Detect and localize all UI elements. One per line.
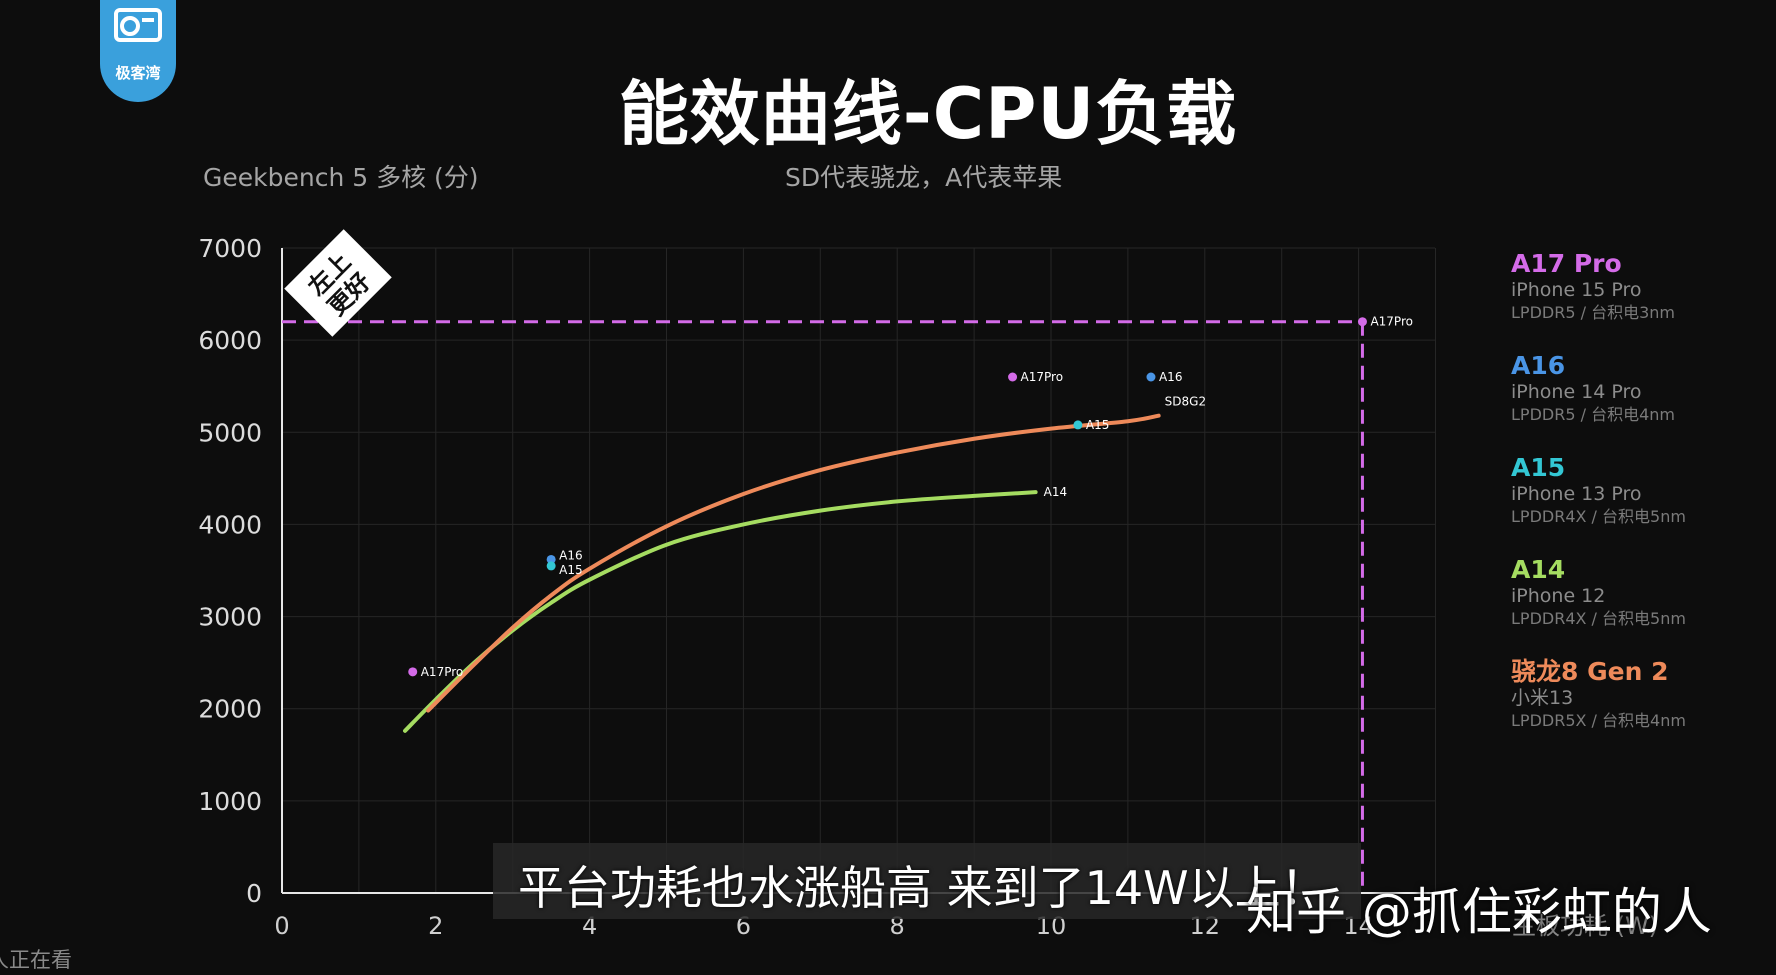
legend-item-name: 骁龙8 Gen 2 xyxy=(1511,657,1669,686)
legend-item: 骁龙8 Gen 2 小米13 LPDDR5X / 台积电4nm xyxy=(1511,658,1686,732)
legend-item-device: iPhone 15 Pro xyxy=(1511,279,1642,301)
subtitle-background xyxy=(493,843,1361,919)
series-line xyxy=(403,490,1038,733)
data-point xyxy=(1357,317,1367,327)
legend-item: A15 iPhone 13 Pro LPDDR4X / 台积电5nm xyxy=(1511,454,1686,528)
brand-logo: 极客湾 xyxy=(100,0,176,102)
data-point xyxy=(546,561,556,571)
logo-text: 极客湾 xyxy=(115,64,161,82)
data-point-label: A17Pro xyxy=(1370,315,1413,329)
x-tick-label: 0 xyxy=(274,912,289,940)
y-tick-label: 3000 xyxy=(198,603,262,632)
y-axis-label: Geekbench 5 多核 (分) xyxy=(203,163,479,192)
chart-title: 能效曲线-CPU负载 xyxy=(618,73,1238,155)
legend-item-spec: LPDDR5 / 台积电3nm xyxy=(1511,303,1675,322)
data-point-label: A16 xyxy=(559,548,582,562)
series-end-label: SD8G2 xyxy=(1165,395,1206,409)
data-point xyxy=(408,667,418,677)
y-tick-label: 0 xyxy=(246,879,262,908)
data-point-label: A15 xyxy=(559,563,582,577)
legend-item-spec: LPDDR5 / 台积电4nm xyxy=(1511,405,1675,424)
legend-item-spec: LPDDR4X / 台积电5nm xyxy=(1511,507,1686,526)
data-point-label: A16 xyxy=(1159,370,1182,384)
y-tick-label: 4000 xyxy=(198,510,262,539)
data-point-label: A15 xyxy=(1086,418,1109,432)
zhihu-watermark: 知乎 @抓住彩虹的人 xyxy=(1246,883,1712,941)
legend-item-name: A14 xyxy=(1511,555,1566,584)
legend-item: A17 Pro iPhone 15 Pro LPDDR5 / 台积电3nm xyxy=(1511,250,1675,324)
y-tick-label: 2000 xyxy=(198,695,262,724)
x-tick-label: 8 xyxy=(890,912,905,940)
x-tick-label: 2 xyxy=(428,912,443,940)
legend-item-name: A16 xyxy=(1511,351,1566,380)
legend-item-name: A17 Pro xyxy=(1511,249,1622,278)
x-tick-label: 4 xyxy=(582,912,597,940)
legend-item: A16 iPhone 14 Pro LPDDR5 / 台积电4nm xyxy=(1511,352,1675,426)
legend-item-device: 小米13 xyxy=(1511,687,1574,709)
series-end-label: A14 xyxy=(1044,485,1067,499)
legend-item-device: iPhone 14 Pro xyxy=(1511,381,1642,403)
legend-item-spec: LPDDR4X / 台积电5nm xyxy=(1511,609,1686,628)
legend-item-spec: LPDDR5X / 台积电4nm xyxy=(1511,711,1686,730)
data-point xyxy=(1073,420,1083,430)
video-caption: 平台功耗也水涨船高 来到了14W以上！ xyxy=(518,861,1327,915)
x-axis-label: 主板功耗 (W) xyxy=(1512,912,1658,940)
y-tick-label: 6000 xyxy=(198,326,262,355)
series-line xyxy=(426,413,1161,713)
chart-subtitle: SD代表骁龙，A代表苹果 xyxy=(785,163,1063,192)
data-point xyxy=(1146,372,1156,382)
data-point xyxy=(546,554,556,564)
data-point-label: A17Pro xyxy=(421,665,464,679)
legend-item-device: iPhone 13 Pro xyxy=(1511,483,1642,505)
camera-icon xyxy=(114,8,162,42)
data-point-label: A17Pro xyxy=(1021,370,1064,384)
legend-item-name: A15 xyxy=(1511,453,1566,482)
x-tick-label: 6 xyxy=(736,912,751,940)
data-point xyxy=(1008,372,1018,382)
y-tick-label: 7000 xyxy=(198,234,262,263)
legend-item: A14 iPhone 12 LPDDR4X / 台积电5nm xyxy=(1511,556,1686,630)
legend-item-device: iPhone 12 xyxy=(1511,585,1606,607)
y-tick-label: 5000 xyxy=(198,418,262,447)
y-tick-label: 1000 xyxy=(198,787,262,816)
